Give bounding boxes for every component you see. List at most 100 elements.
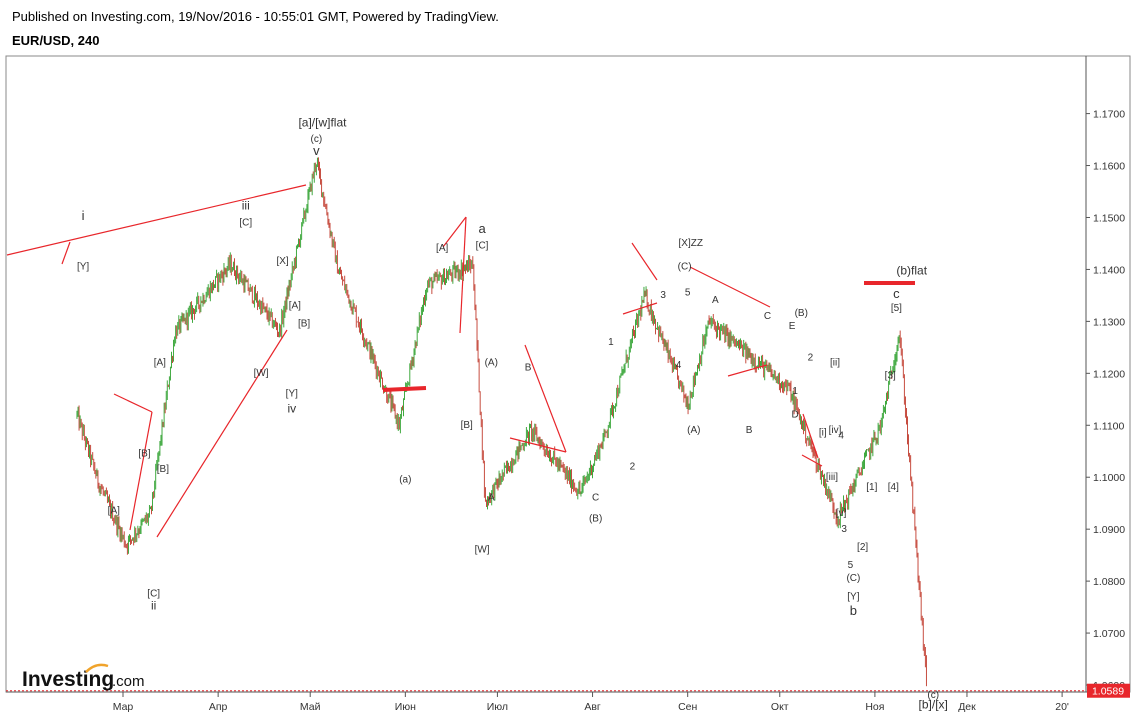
y-tick-label: 1.1400 xyxy=(1093,264,1125,276)
wave-label: [W] xyxy=(475,545,490,556)
published-line: Published on Investing.com, 19/Nov/2016 … xyxy=(12,9,499,24)
last-price-marker: 1.0589 xyxy=(6,683,1130,698)
wave-label: [B] xyxy=(461,420,473,431)
x-tick-label: Июл xyxy=(487,701,508,713)
wave-trend-line xyxy=(727,364,768,377)
y-axis-ticks: 1.1700 1.1600 1.1500 1.1400 1.1300 1.1200 1.11… xyxy=(1086,109,1125,692)
wave-label: D xyxy=(791,409,798,420)
wave-label: iii xyxy=(242,199,250,213)
wave-trend-line xyxy=(459,216,467,334)
wave-label: [iv] xyxy=(829,425,842,436)
wave-trend-line xyxy=(129,411,153,531)
wave-label: [C] xyxy=(476,241,489,252)
wave-label: [b]/[x] xyxy=(919,697,948,711)
x-tick-label: Окт xyxy=(771,701,789,713)
wave-label: [2] xyxy=(857,542,868,553)
y-tick-label: 1.1600 xyxy=(1093,161,1125,173)
wave-label: v xyxy=(313,143,320,158)
logo-swoosh-icon xyxy=(85,663,109,673)
wave-trend-line xyxy=(156,329,288,538)
wave-label: [X]ZZ xyxy=(679,238,703,249)
wave-label: [B] xyxy=(157,464,169,475)
x-tick-label: Мар xyxy=(113,701,134,713)
wave-label: (B) xyxy=(589,513,602,524)
wave-label: [Y] xyxy=(847,591,859,602)
header: Published on Investing.com, 19/Nov/2016 … xyxy=(12,9,499,48)
wave-label: c xyxy=(893,286,900,301)
wave-trend-line xyxy=(631,242,658,281)
wave-label: 4 xyxy=(676,360,682,371)
wave-label: [4] xyxy=(888,482,899,493)
y-tick-label: 1.1100 xyxy=(1093,420,1124,432)
wave-label: E xyxy=(789,321,796,332)
wave-label: A xyxy=(712,295,719,306)
wave-label: (A) xyxy=(687,425,700,436)
y-tick-label: 1.0900 xyxy=(1093,524,1125,536)
wave-label: (C) xyxy=(678,261,692,272)
wave-trend-line xyxy=(524,344,567,453)
wave-label: (c) xyxy=(927,690,939,701)
wave-trend-line xyxy=(61,241,71,265)
x-axis-ticks: Мар Апр Май Июн Июл Авг Сен Окт Ноя Дек 20' xyxy=(113,692,1069,713)
wave-label: 3 xyxy=(841,524,847,535)
wave-label: (C) xyxy=(846,573,860,584)
wave-trend-line xyxy=(801,454,823,467)
wave-label: (A) xyxy=(485,358,498,369)
wave-label: B xyxy=(525,363,532,374)
wave-label: [W] xyxy=(254,368,269,379)
wave-label: C xyxy=(764,311,771,322)
wave-label: (c) xyxy=(311,134,323,145)
wave-label: 4 xyxy=(838,430,844,441)
wave-trend-line xyxy=(802,413,819,459)
wave-label: [B] xyxy=(138,448,150,459)
wave-trend-line xyxy=(113,393,153,413)
support-marker xyxy=(382,386,427,392)
plot-frame xyxy=(5,55,1131,693)
x-tick-label: Авг xyxy=(584,701,601,713)
symbol-title: EUR/USD, 240 xyxy=(12,33,100,48)
candlestick-series xyxy=(76,157,927,687)
y-tick-label: 1.1300 xyxy=(1093,316,1125,328)
wave-label: [i] xyxy=(819,428,827,439)
wave-label: [A] xyxy=(436,243,448,254)
wave-label: (a) xyxy=(399,474,411,485)
wave-label: [5] xyxy=(891,303,902,314)
wave-label: i xyxy=(82,208,85,223)
wave-label: [ii] xyxy=(830,358,840,369)
wave-label: (b)flat xyxy=(896,264,927,278)
wave-trend-line xyxy=(6,184,307,256)
x-tick-label: Июн xyxy=(395,701,416,713)
wave-label: [1] xyxy=(866,482,877,493)
wave-trend-line xyxy=(509,437,567,453)
wave-label: [A] xyxy=(289,300,301,311)
wave-label: ii xyxy=(151,599,156,613)
wave-label: 5 xyxy=(848,560,854,571)
wave-label: B xyxy=(746,425,753,436)
wave-label: 2 xyxy=(808,352,814,363)
wave-trend-line xyxy=(689,266,771,308)
wave-label: [A] xyxy=(108,506,120,517)
wave-label: [C] xyxy=(239,217,252,228)
wave-label: 2 xyxy=(630,461,636,472)
wave-label: 5 xyxy=(685,287,691,298)
wave-label: 1 xyxy=(792,386,798,397)
wave-label: [B] xyxy=(298,319,310,330)
wave-label: [3] xyxy=(885,371,896,382)
wave-label: [a]/[w]flat xyxy=(298,116,347,130)
last-price-label: 1.0589 xyxy=(1092,686,1124,698)
wave-trend-line xyxy=(622,302,658,315)
wave-label: 3 xyxy=(660,290,666,301)
wave-drawings xyxy=(6,184,915,538)
wave-label: a xyxy=(478,221,486,236)
x-tick-label: Ноя xyxy=(865,701,884,713)
logo-text: Investing xyxy=(22,668,114,691)
y-tick-label: 1.0800 xyxy=(1093,576,1125,588)
wave-trend-line xyxy=(442,216,467,248)
wave-label: b xyxy=(850,603,857,618)
y-tick-label: 1.1700 xyxy=(1093,109,1125,121)
wave-label: iv xyxy=(287,401,296,415)
y-tick-label: 1.1500 xyxy=(1093,212,1125,224)
x-tick-label: Дек xyxy=(958,701,976,713)
wave-label: [X] xyxy=(276,256,288,267)
